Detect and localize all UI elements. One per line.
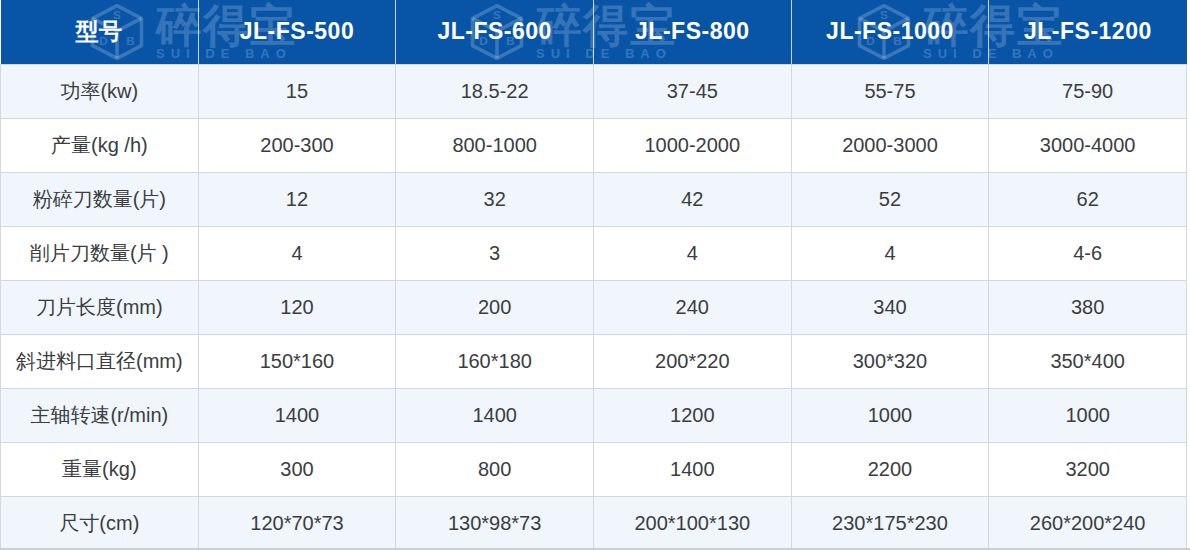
row-label-cell: 主轴转速(r/min) <box>1 388 199 442</box>
header-cell-model-label: 型号 <box>1 0 199 64</box>
table-cell: 37-45 <box>593 64 791 118</box>
table-cell: 350*400 <box>989 334 1187 388</box>
table-cell: 1400 <box>198 388 396 442</box>
table-cell: 2000-3000 <box>791 118 989 172</box>
table-cell: 200-300 <box>198 118 396 172</box>
row-label-cell: 削片刀数量(片 ) <box>1 226 199 280</box>
table-row-weight: 重量(kg) 300 800 1400 2200 3200 <box>1 442 1187 496</box>
table-cell: 800-1000 <box>396 118 594 172</box>
table-cell: 200*220 <box>593 334 791 388</box>
table-cell: 4-6 <box>989 226 1187 280</box>
row-label-cell: 尺寸(cm) <box>1 496 199 550</box>
table-cell: 3000-4000 <box>989 118 1187 172</box>
table-row-inlet-diameter: 斜进料口直径(mm) 150*160 160*180 200*220 300*3… <box>1 334 1187 388</box>
table-cell: 130*98*73 <box>396 496 594 550</box>
table-cell: 75-90 <box>989 64 1187 118</box>
table-cell: 150*160 <box>198 334 396 388</box>
table-cell: 260*200*240 <box>989 496 1187 550</box>
table-cell: 1000 <box>791 388 989 442</box>
table-cell: 4 <box>791 226 989 280</box>
table-row-spindle-speed: 主轴转速(r/min) 1400 1400 1200 1000 1000 <box>1 388 1187 442</box>
table-cell: 1200 <box>593 388 791 442</box>
table-cell: 4 <box>593 226 791 280</box>
row-label-cell: 斜进料口直径(mm) <box>1 334 199 388</box>
table-cell: 300 <box>198 442 396 496</box>
spec-table-screen: 型号 JL-FS-500 JL-FS-600 JL-FS-800 JL-FS-1… <box>0 0 1190 550</box>
table-row-crusher-blades: 粉碎刀数量(片) 12 32 42 52 62 <box>1 172 1187 226</box>
header-cell-model-2: JL-FS-600 <box>396 0 594 64</box>
table-cell: 1400 <box>593 442 791 496</box>
table-cell: 42 <box>593 172 791 226</box>
table-row-chipper-blades: 削片刀数量(片 ) 4 3 4 4 4-6 <box>1 226 1187 280</box>
table-cell: 120*70*73 <box>198 496 396 550</box>
header-cell-model-3: JL-FS-800 <box>593 0 791 64</box>
header-cell-model-1: JL-FS-500 <box>198 0 396 64</box>
table-row-power: 功率(kw) 15 18.5-22 37-45 55-75 75-90 <box>1 64 1187 118</box>
table-cell: 3 <box>396 226 594 280</box>
table-cell: 120 <box>198 280 396 334</box>
header-cell-model-5: JL-FS-1200 <box>989 0 1187 64</box>
table-cell: 55-75 <box>791 64 989 118</box>
table-cell: 1400 <box>396 388 594 442</box>
table-cell: 240 <box>593 280 791 334</box>
table-cell: 380 <box>989 280 1187 334</box>
table-cell: 230*175*230 <box>791 496 989 550</box>
row-label-cell: 刀片长度(mm) <box>1 280 199 334</box>
table-cell: 200*100*130 <box>593 496 791 550</box>
row-label-cell: 重量(kg) <box>1 442 199 496</box>
header-cell-model-4: JL-FS-1000 <box>791 0 989 64</box>
row-label-cell: 功率(kw) <box>1 64 199 118</box>
table-cell: 2200 <box>791 442 989 496</box>
table-cell: 340 <box>791 280 989 334</box>
table-cell: 300*320 <box>791 334 989 388</box>
table-header-row: 型号 JL-FS-500 JL-FS-600 JL-FS-800 JL-FS-1… <box>1 0 1187 64</box>
table-cell: 18.5-22 <box>396 64 594 118</box>
table-cell: 15 <box>198 64 396 118</box>
table-cell: 200 <box>396 280 594 334</box>
table-cell: 62 <box>989 172 1187 226</box>
table-cell: 12 <box>198 172 396 226</box>
table-cell: 1000 <box>989 388 1187 442</box>
table-row-dimensions: 尺寸(cm) 120*70*73 130*98*73 200*100*130 2… <box>1 496 1187 550</box>
table-row-output: 产量(kg /h) 200-300 800-1000 1000-2000 200… <box>1 118 1187 172</box>
table-row-blade-length: 刀片长度(mm) 120 200 240 340 380 <box>1 280 1187 334</box>
row-label-cell: 产量(kg /h) <box>1 118 199 172</box>
spec-table: 型号 JL-FS-500 JL-FS-600 JL-FS-800 JL-FS-1… <box>0 0 1187 550</box>
table-cell: 52 <box>791 172 989 226</box>
row-label-cell: 粉碎刀数量(片) <box>1 172 199 226</box>
table-cell: 160*180 <box>396 334 594 388</box>
table-cell: 4 <box>198 226 396 280</box>
table-cell: 1000-2000 <box>593 118 791 172</box>
table-cell: 800 <box>396 442 594 496</box>
table-cell: 3200 <box>989 442 1187 496</box>
table-cell: 32 <box>396 172 594 226</box>
